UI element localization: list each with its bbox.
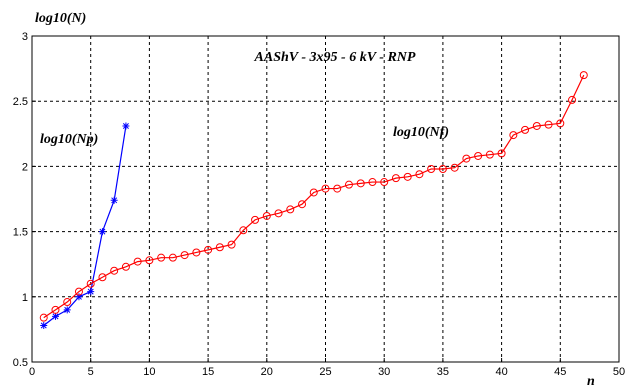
data-point [427,165,436,174]
x-tick-label: 15 [202,366,214,378]
data-point [110,266,119,275]
x-tick-label: 0 [29,366,35,378]
data-point [544,120,553,129]
data-point [462,154,471,163]
tick-labels: 0 5 10 15 20 25 30 35 40 45 50 0.5 1 1.5 2 2.5 3 [13,31,625,378]
x-tick-label: 20 [261,366,273,378]
data-point [122,122,130,130]
data-point [274,209,283,218]
data-point [168,253,177,262]
data-point [39,313,48,322]
series-label-np: log10(Np) [40,132,98,147]
data-point [309,188,318,197]
y-tick-label: 1 [22,292,28,304]
data-point [497,149,506,158]
data-point [75,293,83,301]
series-line-0 [43,125,127,326]
x-tick-label: 40 [495,366,507,378]
series-label-nf: log10(Nf) [393,125,449,140]
data-point [579,71,588,80]
data-point [110,196,118,204]
data-point [380,178,389,187]
x-tick-label: 50 [613,366,625,378]
data-point [568,95,577,104]
data-point [51,312,59,320]
data-point [180,251,189,260]
data-point [262,211,271,220]
data-point [121,262,130,271]
x-tick-label: 10 [143,366,155,378]
series-layer [39,71,588,329]
data-point [157,253,166,262]
y-tick-label: 1.5 [13,227,28,239]
data-point [87,288,95,296]
data-point [86,279,95,288]
data-point [333,184,342,193]
data-point [356,179,365,188]
data-point [98,273,107,282]
data-point [403,172,412,181]
data-point [344,180,353,189]
x-tick-label: 25 [319,366,331,378]
data-point [51,305,60,314]
x-tick-label: 5 [88,366,94,378]
data-point [438,165,447,174]
y-axis-label: log10(N) [35,11,86,26]
data-point [239,226,248,235]
grid [31,35,620,363]
data-point [556,119,565,128]
data-point [145,256,154,265]
data-point [40,321,48,329]
x-tick-label: 35 [437,366,449,378]
data-point [485,150,494,159]
data-point [133,257,142,266]
data-point [215,243,224,252]
x-tick-label: 30 [378,366,390,378]
chart-title: AAShV - 3x95 - 6 kV - RNP [254,50,416,65]
data-point [298,200,307,209]
y-tick-label: 2 [22,161,28,173]
data-point [415,170,424,179]
data-point [474,151,483,160]
y-tick-label: 2.5 [13,96,28,108]
data-point [63,306,71,314]
data-point [227,240,236,249]
data-point [368,178,377,187]
data-point [391,174,400,183]
data-point [251,215,260,224]
data-point [63,298,72,307]
y-tick-label: 0.5 [13,357,28,369]
data-point [321,184,330,193]
data-point [450,163,459,172]
y-tick-label: 3 [22,31,28,43]
data-point [286,205,295,214]
data-point [509,131,518,140]
data-point [204,245,213,254]
data-point [98,228,106,236]
data-point [532,121,541,130]
x-axis-label: n [587,374,595,388]
x-tick-label: 45 [554,366,566,378]
data-point [74,287,83,296]
data-point [521,125,530,134]
data-point [192,248,201,257]
